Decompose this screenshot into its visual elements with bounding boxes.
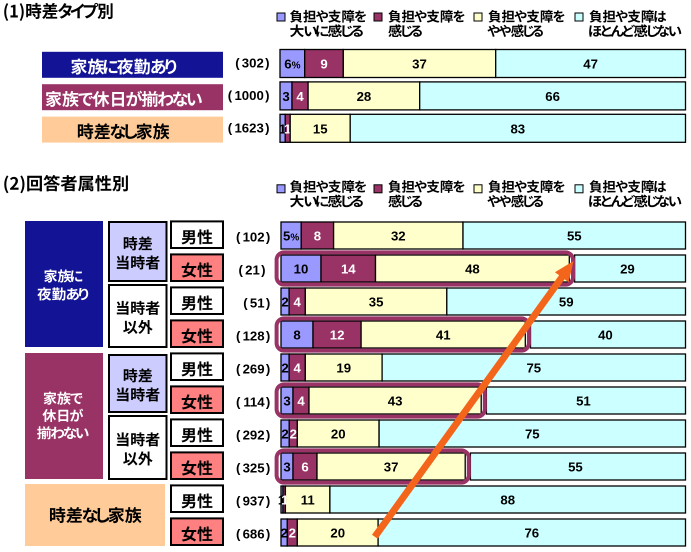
svg-text:(: ( xyxy=(235,56,240,71)
svg-text:15: 15 xyxy=(313,121,328,136)
svg-text:48: 48 xyxy=(465,262,480,277)
svg-text:(: ( xyxy=(236,428,241,443)
svg-text:(: ( xyxy=(236,230,241,245)
svg-text:(: ( xyxy=(236,362,241,377)
svg-text:3: 3 xyxy=(283,460,290,475)
svg-text:1623: 1623 xyxy=(234,121,263,136)
svg-text:8: 8 xyxy=(314,229,321,244)
svg-text:59: 59 xyxy=(559,295,574,310)
svg-text:): ) xyxy=(265,88,269,103)
svg-text:29: 29 xyxy=(620,262,635,277)
svg-text:(: ( xyxy=(228,121,233,136)
svg-text:): ) xyxy=(265,56,269,71)
svg-text:1: 1 xyxy=(284,121,291,136)
svg-text:66: 66 xyxy=(545,89,560,104)
svg-text:19: 19 xyxy=(336,361,351,376)
svg-text:): ) xyxy=(266,296,270,311)
svg-text:): ) xyxy=(266,329,270,344)
svg-text:4: 4 xyxy=(294,295,302,310)
svg-text:292: 292 xyxy=(243,428,265,443)
svg-text:(: ( xyxy=(236,395,241,410)
svg-text:(: ( xyxy=(239,263,244,278)
svg-text:6: 6 xyxy=(301,460,308,475)
svg-text:): ) xyxy=(266,494,270,509)
svg-text:9: 9 xyxy=(320,57,327,72)
svg-text:1: 1 xyxy=(279,121,286,136)
svg-text:(: ( xyxy=(236,527,241,542)
svg-text:4: 4 xyxy=(297,394,305,409)
svg-text:3: 3 xyxy=(283,394,290,409)
svg-text:686: 686 xyxy=(243,527,265,542)
svg-text:102: 102 xyxy=(243,230,265,245)
svg-text:937: 937 xyxy=(243,494,265,509)
svg-text:1: 1 xyxy=(278,493,285,508)
svg-text:114: 114 xyxy=(243,395,265,410)
svg-text:4: 4 xyxy=(294,361,302,376)
svg-text:(: ( xyxy=(236,461,241,476)
svg-text:12: 12 xyxy=(330,328,345,343)
svg-text:269: 269 xyxy=(243,362,265,377)
svg-text:): ) xyxy=(261,263,265,278)
svg-text:): ) xyxy=(266,362,270,377)
svg-text:88: 88 xyxy=(500,493,515,508)
svg-text:20: 20 xyxy=(331,427,346,442)
svg-text:21: 21 xyxy=(245,263,260,278)
svg-text:2: 2 xyxy=(281,427,288,442)
svg-text:128: 128 xyxy=(243,329,265,344)
svg-text:325: 325 xyxy=(243,461,265,476)
svg-text:75: 75 xyxy=(525,427,540,442)
svg-text:5%: 5% xyxy=(283,229,299,244)
svg-text:32: 32 xyxy=(391,229,406,244)
svg-text:): ) xyxy=(266,461,270,476)
svg-text:76: 76 xyxy=(524,526,539,541)
svg-text:): ) xyxy=(266,230,270,245)
svg-text:47: 47 xyxy=(583,57,598,72)
svg-text:2: 2 xyxy=(290,427,297,442)
svg-text:): ) xyxy=(266,395,270,410)
svg-text:4: 4 xyxy=(296,89,304,104)
svg-text:): ) xyxy=(266,527,270,542)
svg-text:51: 51 xyxy=(576,394,591,409)
svg-text:14: 14 xyxy=(341,262,356,277)
svg-text:302: 302 xyxy=(242,56,264,71)
svg-text:11: 11 xyxy=(301,493,315,508)
svg-text:75: 75 xyxy=(526,361,541,376)
svg-text:6%: 6% xyxy=(284,57,300,72)
svg-text:(: ( xyxy=(236,494,241,509)
svg-text:41: 41 xyxy=(436,328,451,343)
svg-text:83: 83 xyxy=(510,121,525,136)
svg-text:3: 3 xyxy=(282,89,289,104)
svg-text:2: 2 xyxy=(281,295,288,310)
svg-text:51: 51 xyxy=(250,296,265,311)
svg-text:40: 40 xyxy=(598,328,613,343)
svg-text:2: 2 xyxy=(281,361,288,376)
svg-text:20: 20 xyxy=(330,526,345,541)
svg-text:43: 43 xyxy=(388,394,403,409)
svg-text:37: 37 xyxy=(412,57,427,72)
svg-text:): ) xyxy=(265,121,269,136)
svg-text:8: 8 xyxy=(293,328,300,343)
svg-text:2: 2 xyxy=(281,526,288,541)
svg-text:10: 10 xyxy=(294,262,309,277)
svg-text:1000: 1000 xyxy=(234,88,263,103)
svg-text:55: 55 xyxy=(567,229,582,244)
svg-text:28: 28 xyxy=(357,89,372,104)
svg-text:35: 35 xyxy=(369,295,384,310)
svg-text:55: 55 xyxy=(568,460,583,475)
svg-text:2: 2 xyxy=(289,526,296,541)
svg-text:1: 1 xyxy=(281,493,288,508)
svg-text:(: ( xyxy=(243,296,248,311)
svg-text:(: ( xyxy=(236,329,241,344)
svg-text:37: 37 xyxy=(384,460,399,475)
svg-text:(: ( xyxy=(228,88,233,103)
svg-text:): ) xyxy=(266,428,270,443)
